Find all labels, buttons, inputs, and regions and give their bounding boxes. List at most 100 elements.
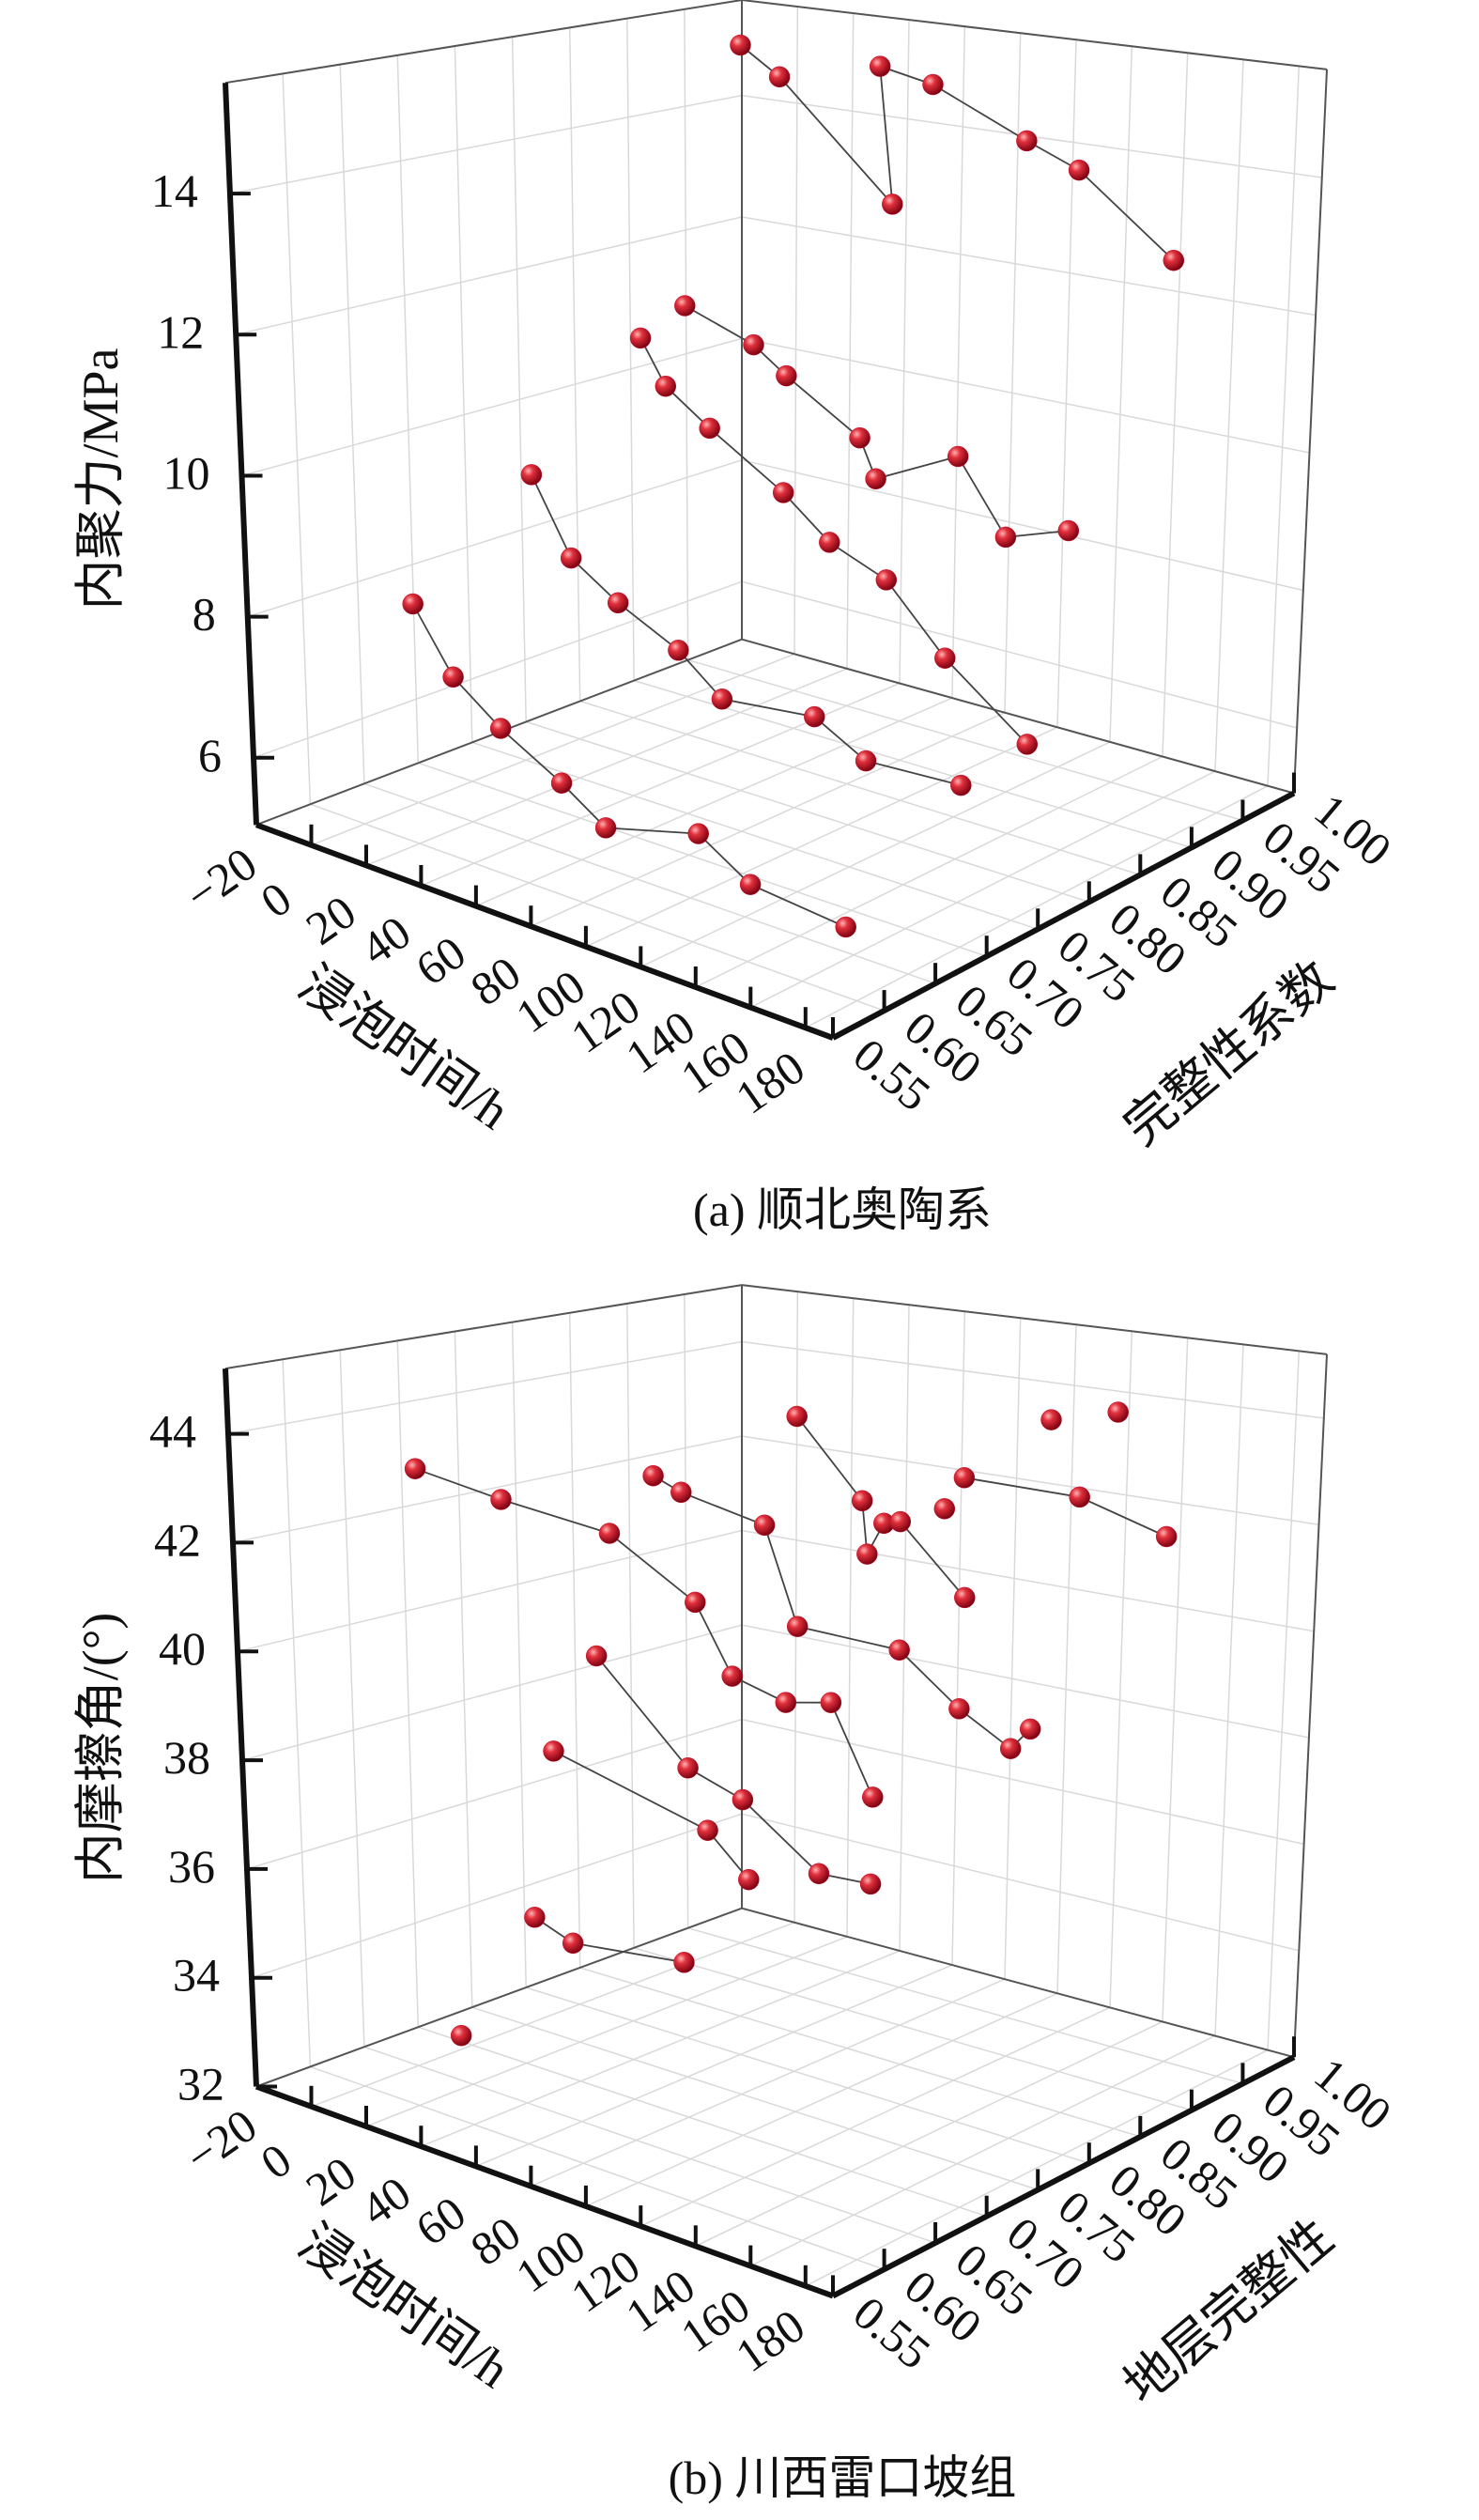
floor-gridline	[531, 712, 1006, 927]
floor-gridline	[805, 785, 1269, 1028]
back-wall-gridline	[1214, 59, 1244, 772]
box-edge	[741, 1284, 1328, 1355]
data-point	[560, 547, 582, 569]
side-wall-gridline	[568, 1312, 581, 1969]
data-point	[753, 1514, 776, 1537]
side-wall-gridline	[511, 37, 527, 722]
side-wall-gridline	[246, 1718, 743, 1870]
floor-gridline	[418, 762, 987, 957]
series-line	[653, 1475, 1031, 1750]
z-tick-label: 38	[163, 1731, 210, 1784]
x-tick-label: −20	[176, 837, 266, 922]
x-tick-label: 40	[351, 905, 420, 976]
data-point	[402, 593, 424, 615]
floor-gridline	[310, 2065, 885, 2270]
data-point	[450, 2024, 472, 2047]
data-point	[786, 1405, 808, 1428]
chart-a-y-axis-title: 完整性系数	[1114, 950, 1344, 1156]
back-wall-gridline	[793, 6, 799, 655]
floor-gridline	[421, 1950, 901, 2147]
floor-gridline	[749, 2034, 1216, 2267]
x-tick-label: 20	[297, 2146, 365, 2217]
series-line	[595, 1655, 871, 1885]
box-edge	[224, 1284, 743, 1370]
z-tick-label: 36	[168, 1840, 215, 1893]
series-line	[531, 474, 962, 786]
data-point	[490, 1489, 512, 1510]
side-wall-gridline	[626, 1303, 635, 1948]
floor-gridline	[585, 726, 1058, 948]
floor-gridline	[749, 770, 1216, 1009]
data-point	[849, 426, 870, 449]
series-line	[963, 1476, 1167, 1538]
floor-gridline	[639, 2006, 1111, 2227]
back-wall-gridline	[1267, 66, 1301, 786]
side-wall-gridline	[339, 64, 365, 784]
z-tick-label: 42	[154, 1513, 201, 1566]
x-tick-label: 20	[297, 885, 365, 955]
back-wall-gridline	[951, 26, 966, 699]
back-wall-gridline	[741, 580, 1298, 729]
data-point	[999, 1738, 1022, 1759]
data-point	[642, 1464, 664, 1487]
side-wall-gridline	[454, 45, 473, 743]
data-point	[673, 1952, 695, 1973]
side-wall-gridline	[232, 1435, 743, 1544]
side-wall-gridline	[568, 27, 581, 702]
data-point	[668, 640, 689, 661]
data-point	[875, 569, 898, 591]
floor-gridline	[311, 653, 795, 846]
floor-gridline	[579, 700, 1141, 876]
data-point	[687, 823, 709, 844]
chart-a-z-axis-title: 内聚力/MPa	[72, 348, 129, 610]
side-wall-gridline	[241, 1624, 743, 1761]
back-wall-gridline	[1162, 1337, 1189, 2022]
floor-gridline	[633, 1947, 1193, 2111]
chart-a-caption: (a) 顺北奥陶系	[693, 1183, 992, 1236]
data-point	[1069, 1486, 1090, 1508]
side-wall-gridline	[684, 1293, 689, 1928]
floor-gridline	[475, 697, 953, 907]
data-point	[1107, 1401, 1129, 1423]
box-edge	[1293, 69, 1328, 794]
box-edge	[741, 0, 1328, 70]
floor-gridline	[421, 682, 901, 887]
side-wall-gridline	[282, 1359, 312, 2067]
z-tick-label: 34	[173, 1949, 220, 2002]
chart-b-caption: (b) 川西雷口坡组	[669, 2451, 1017, 2504]
data-point	[732, 1788, 754, 1811]
floor-gridline	[363, 2046, 936, 2244]
floor-gridline	[365, 668, 848, 867]
floor-gridline	[310, 803, 885, 1012]
floor-gridline	[475, 1964, 953, 2168]
x-tick-label: 0	[251, 2133, 300, 2189]
data-point	[776, 364, 797, 387]
data-point	[743, 333, 764, 356]
data-point	[933, 1498, 956, 1520]
data-point	[934, 647, 956, 669]
data-point	[739, 873, 762, 895]
back-wall-gridline	[951, 1311, 966, 1966]
chart-b-y-axis-title: 地层完整性	[1114, 2208, 1344, 2415]
back-wall-gridline	[741, 337, 1310, 454]
z-tick-label: 6	[198, 729, 222, 781]
data-point	[1019, 1718, 1041, 1740]
data-point	[629, 327, 652, 349]
x-axis	[254, 822, 835, 1041]
data-point	[655, 375, 677, 397]
data-point	[786, 1616, 809, 1637]
side-wall-gridline	[339, 1350, 365, 2048]
box-edge	[1293, 1353, 1328, 2058]
back-wall-gridline	[1004, 1318, 1022, 1980]
back-wall-gridline	[899, 1305, 910, 1952]
back-wall-gridline	[741, 459, 1303, 592]
data-point	[889, 1510, 912, 1533]
data-point	[953, 1467, 976, 1489]
floor-gridline	[585, 1992, 1058, 2207]
floor-gridline	[525, 720, 1090, 904]
back-wall-gridline	[741, 1340, 1324, 1419]
back-wall-gridline	[846, 1298, 855, 1937]
data-point	[677, 1757, 699, 1779]
